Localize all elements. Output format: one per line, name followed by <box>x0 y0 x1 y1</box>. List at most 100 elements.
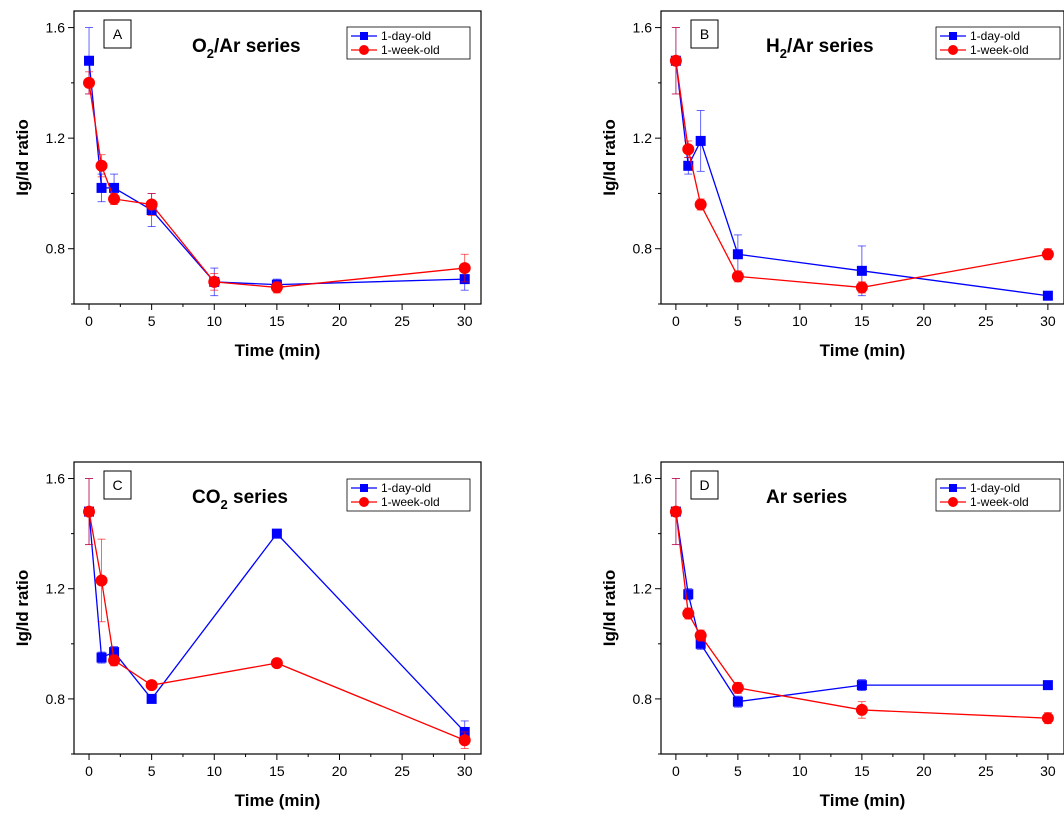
data-point-circle <box>458 734 471 747</box>
x-tick-label: 10 <box>206 763 222 779</box>
x-tick-label: 0 <box>85 313 93 329</box>
data-point-circle <box>83 505 96 518</box>
x-tick-label: 30 <box>457 763 473 779</box>
x-tick-label: 20 <box>332 313 348 329</box>
x-axis-title: Time (min) <box>235 341 321 360</box>
panel-letter: D <box>699 477 709 493</box>
data-point-square <box>683 589 694 600</box>
x-tick-label: 10 <box>792 313 808 329</box>
series-line <box>675 511 1048 703</box>
title-rest: /Ar series <box>214 36 301 57</box>
panel-letter-box <box>103 470 132 500</box>
title-main: H <box>766 36 780 57</box>
title-subscript: 2 <box>780 46 787 61</box>
data-point-circle <box>95 574 108 587</box>
x-tick-label: 5 <box>148 313 156 329</box>
y-tick-label: 0.8 <box>633 241 653 257</box>
data-area <box>669 478 1054 725</box>
y-tick-label: 1.2 <box>633 581 653 597</box>
y-tick-label: 1.6 <box>46 471 66 487</box>
y-tick-label: 1.6 <box>46 20 66 36</box>
data-point-square <box>96 652 107 663</box>
plot-frame <box>660 461 1064 755</box>
series-one-day-old <box>670 27 1053 301</box>
x-tick-label: 25 <box>394 763 410 779</box>
data-point-circle <box>669 54 682 67</box>
data-point-square <box>856 265 867 276</box>
x-axis-title: Time (min) <box>820 341 906 360</box>
title-rest: /Ar series <box>787 36 874 57</box>
series-line <box>675 60 1048 289</box>
x-tick-label: 15 <box>269 763 285 779</box>
series-one-day-old <box>670 478 1053 708</box>
x-tick-label: 10 <box>206 313 222 329</box>
series-one-week-old <box>669 478 1054 725</box>
data-point-circle <box>669 505 682 518</box>
x-tick-label: 25 <box>394 313 410 329</box>
chart-panel-d: 0 5 10 15 20 25 30 0.8 1.2 1.6 Time (min) Ig/Id rat… <box>600 461 1064 810</box>
data-point-square <box>695 638 706 649</box>
series-one-week-old <box>669 27 1054 294</box>
data-point-circle <box>270 657 283 670</box>
data-point-circle <box>270 281 283 294</box>
data-point-square <box>109 647 120 658</box>
x-tick-label: 5 <box>734 763 742 779</box>
y-tick-label: 1.2 <box>46 581 66 597</box>
y-axis-title: Ig/Id ratio <box>600 570 619 647</box>
legend-swatch-square <box>949 32 957 40</box>
legend-label: 1-week-old <box>970 495 1029 509</box>
data-point-square <box>146 693 157 704</box>
data-point-square <box>856 680 867 691</box>
y-tick-label: 1.2 <box>633 130 653 146</box>
panel-letter: A <box>113 26 123 42</box>
data-point-circle <box>1041 712 1054 725</box>
title-subscript: 2 <box>221 497 228 512</box>
series-one-day-old <box>84 478 470 744</box>
data-point-circle <box>108 192 121 205</box>
legend-swatch-circle <box>359 45 369 55</box>
data-area <box>83 27 471 297</box>
legend-swatch-circle <box>948 45 958 55</box>
x-tick-label: 30 <box>457 313 473 329</box>
data-point-square <box>109 182 120 193</box>
data-point-circle <box>145 198 158 211</box>
x-axis-title: Time (min) <box>820 791 906 810</box>
data-point-circle <box>694 198 707 211</box>
data-point-circle <box>731 681 744 694</box>
data-point-circle <box>145 679 158 692</box>
data-area <box>669 27 1054 301</box>
series-line <box>88 82 465 289</box>
y-tick-label: 0.8 <box>633 691 653 707</box>
chart-panel-b: 0 5 10 15 20 25 30 0.8 1.2 1.6 Time (min) Ig/Id rat… <box>600 10 1064 360</box>
title-rest: series <box>228 487 288 508</box>
data-area <box>83 478 471 749</box>
data-point-circle <box>108 654 121 667</box>
y-tick-label: 1.6 <box>633 471 653 487</box>
x-tick-label: 0 <box>85 763 93 779</box>
series-one-week-old <box>83 71 471 294</box>
x-tick-label: 15 <box>854 313 870 329</box>
series-line <box>88 511 465 741</box>
panel-title: CO2 series <box>192 487 288 512</box>
data-point-circle <box>458 262 471 275</box>
data-point-circle <box>855 281 868 294</box>
chart-panel-a: 0 5 10 15 20 25 30 0.8 1.2 1.6 Time (min) Ig/Id rat… <box>13 10 482 360</box>
data-point-square <box>1042 290 1053 301</box>
data-point-circle <box>83 76 96 89</box>
legend-label: 1-day-old <box>970 481 1020 495</box>
data-point-circle <box>855 703 868 716</box>
x-tick-label: 25 <box>978 313 994 329</box>
data-point-circle <box>95 159 108 172</box>
x-tick-label: 20 <box>332 763 348 779</box>
panel-letter-box <box>103 19 132 49</box>
chart-panel-c: 0 5 10 15 20 25 30 0.8 1.2 1.6 Time (min) Ig/Id rat… <box>13 461 482 810</box>
data-point-square <box>96 182 107 193</box>
x-tick-label: 25 <box>978 763 994 779</box>
data-point-square <box>1042 680 1053 691</box>
panel-letter-box <box>690 19 719 49</box>
series-line <box>88 60 465 286</box>
data-point-square <box>732 696 743 707</box>
